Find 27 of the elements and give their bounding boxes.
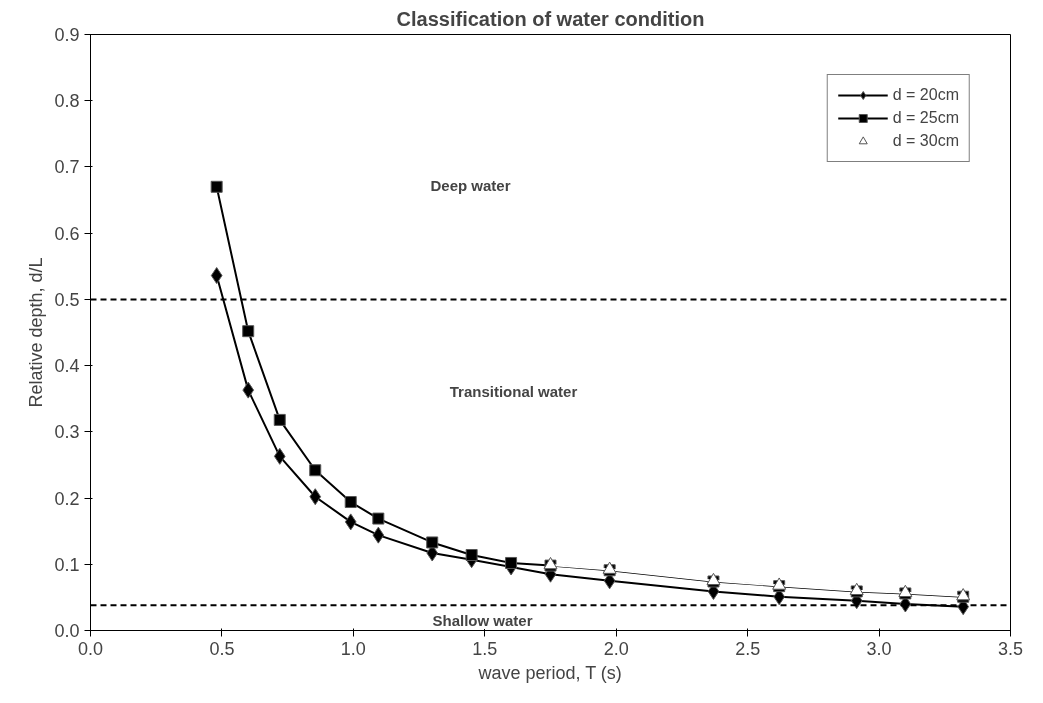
x-tick-label: 3.5 [997,638,1024,659]
y-tick-label: 0.2 [54,488,80,509]
legend-label: d = 30cm [892,132,959,150]
x-tick-label: 1.5 [472,638,498,659]
annotation: Deep water [430,177,511,194]
y-tick-label: 0.1 [54,554,80,575]
x-tick-label: 2.0 [603,638,629,659]
y-tick-label: 0.6 [54,223,80,244]
y-tick-label: 0.9 [54,25,80,45]
x-tick-label: 2.5 [735,638,761,659]
legend-label: d = 25cm [892,109,959,127]
x-tick-label: 0.0 [77,638,104,659]
y-tick-label: 0.7 [54,157,80,178]
x-axis-title: wave period, T (s) [477,662,622,683]
y-tick-label: 0.0 [54,621,80,641]
y-tick-label: 0.3 [54,422,80,443]
legend-label: d = 20cm [892,86,959,104]
annotation: Transitional water [449,383,578,400]
x-tick-label: 3.0 [866,638,892,659]
y-tick-label: 0.5 [54,289,80,310]
x-tick-label: 1.0 [340,638,366,659]
x-tick-label: 0.5 [209,638,235,659]
annotation: Shallow water [432,612,533,629]
y-axis-title: Relative depth, d/L [26,257,47,408]
chart-title: Classification of water condition [396,7,705,30]
y-tick-label: 0.4 [54,356,80,377]
y-tick-label: 0.8 [54,91,80,112]
